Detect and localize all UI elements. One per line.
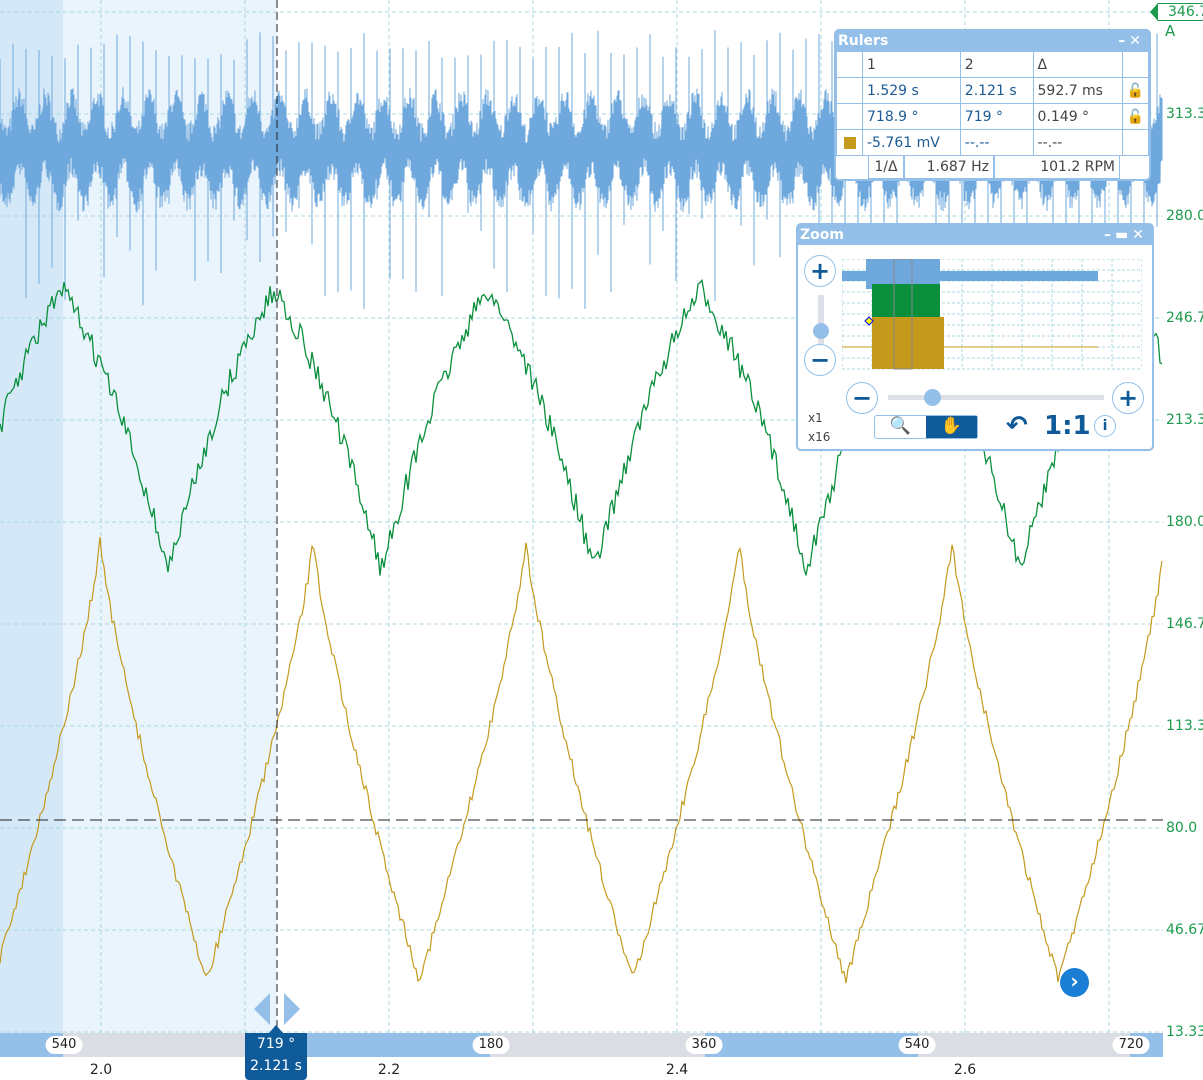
y-axis-label: 246.7	[1166, 310, 1203, 326]
horizontal-zoom-slider[interactable]	[888, 389, 1104, 406]
ruler-handle-left-icon	[254, 993, 270, 1025]
y-axis-label: 113.3	[1166, 718, 1203, 734]
unlock-icon[interactable]: 🔓	[1121, 103, 1150, 130]
y-axis-label: 180.0	[1166, 514, 1203, 530]
undo-zoom-icon[interactable]: ↶	[1006, 411, 1028, 441]
time-label: 2.0	[89, 1062, 113, 1078]
ruler-value: 2.121 s	[959, 77, 1034, 104]
zoom-tool-button[interactable]: 🔍	[889, 416, 912, 436]
time-label: 2.2	[377, 1062, 401, 1078]
info-icon[interactable]: i	[1094, 415, 1116, 437]
y-axis-label: 280.0	[1166, 208, 1203, 224]
rulers-title: Rulers	[838, 33, 889, 49]
unlock-icon[interactable]: 🔓	[1121, 77, 1150, 104]
header-ruler-1: 1	[862, 51, 961, 78]
header-ruler-2: 2	[959, 51, 1034, 78]
ruler-value: 719 °	[959, 103, 1034, 130]
zoom-out-vertical-button[interactable]: −	[804, 344, 836, 376]
angle-segment	[918, 1033, 1130, 1057]
channel-color-swatch	[843, 136, 856, 149]
ruler-value: --.--	[959, 129, 1034, 156]
close-button[interactable]: ✕	[1129, 33, 1145, 49]
ruler-delta: --.--	[1032, 129, 1123, 156]
angle-label: 540	[45, 1036, 83, 1054]
y-axis-label: 80.0	[1166, 820, 1198, 836]
overview-green	[872, 284, 940, 319]
angle-axis-bar	[0, 1033, 1163, 1057]
trigger-marker-icon	[864, 316, 874, 326]
ruler-delta: 592.7 ms	[1032, 77, 1123, 104]
zoom-window: Zoom –▬✕ + − − + x1 x16 🔍 ✋ ↶ 1:1 i	[796, 223, 1154, 451]
frequency-value: 1.687 Hz	[904, 155, 994, 179]
angle-label: 720	[1112, 1036, 1150, 1054]
ruler-value: 1.529 s	[862, 77, 961, 104]
time-label: 2.4	[665, 1062, 689, 1078]
scroll-right-button[interactable]: ›	[1060, 968, 1089, 997]
pan-tool-button[interactable]: ✋	[926, 416, 977, 438]
vertical-zoom-slider[interactable]	[813, 295, 829, 345]
zoom-title: Zoom	[800, 227, 844, 243]
rpm-value: 101.2 RPM	[994, 155, 1120, 179]
cursor-tag[interactable]: 719 ° 2.121 s	[245, 1025, 307, 1080]
channel-gold-trace	[0, 536, 1163, 984]
zoom-overview[interactable]	[842, 259, 1142, 373]
ruler-value: -5.761 mV	[862, 129, 961, 156]
angle-label: 360	[685, 1036, 723, 1054]
y-axis-label: 213.3	[1166, 412, 1203, 428]
header-delta: Δ	[1032, 51, 1123, 78]
y-axis-label: 13.33	[1166, 1024, 1203, 1040]
zoom-level-x1: x1	[808, 411, 823, 425]
zoom-in-horizontal-button[interactable]: +	[1112, 382, 1144, 414]
angle-label: 180	[472, 1036, 510, 1054]
zoom-out-horizontal-button[interactable]: −	[846, 382, 878, 414]
zoom-in-vertical-button[interactable]: +	[804, 255, 836, 287]
minimize-button[interactable]: –	[1104, 227, 1116, 243]
angle-segment	[307, 1033, 490, 1057]
overview-viewport	[893, 259, 913, 370]
y-axis-label: 146.7	[1166, 616, 1203, 632]
inverse-delta-label: 1/Δ	[868, 155, 904, 179]
cursor-angle: 719 °	[256, 1036, 296, 1052]
overview-gold	[872, 317, 944, 369]
y-axis-label: 313.3	[1166, 106, 1203, 122]
zoom-level-x16: x16	[808, 430, 831, 444]
angle-label: 540	[898, 1036, 936, 1054]
ruler-handle-right-icon	[284, 993, 300, 1025]
overview-blue	[842, 271, 1098, 281]
angle-segment	[490, 1033, 705, 1057]
ruler-value: 718.9 °	[862, 103, 961, 130]
angle-segment	[705, 1033, 918, 1057]
time-label: 2.6	[953, 1062, 977, 1078]
cursor-time: 2.121 s	[250, 1058, 302, 1074]
reset-zoom-button[interactable]: 1:1	[1044, 411, 1091, 441]
y-axis-label: 46.67	[1166, 922, 1203, 938]
y-axis-max-label[interactable]: 346.7	[1149, 3, 1203, 21]
waveform-plot[interactable]	[0, 0, 1163, 1033]
ruler-delta: 0.149 °	[1032, 103, 1123, 130]
channel-label: A	[1165, 22, 1176, 40]
minimize-button[interactable]: –	[1118, 33, 1130, 49]
angle-segment	[63, 1033, 245, 1057]
close-button[interactable]: ✕	[1132, 227, 1148, 243]
maximize-button[interactable]: ▬	[1115, 227, 1133, 243]
